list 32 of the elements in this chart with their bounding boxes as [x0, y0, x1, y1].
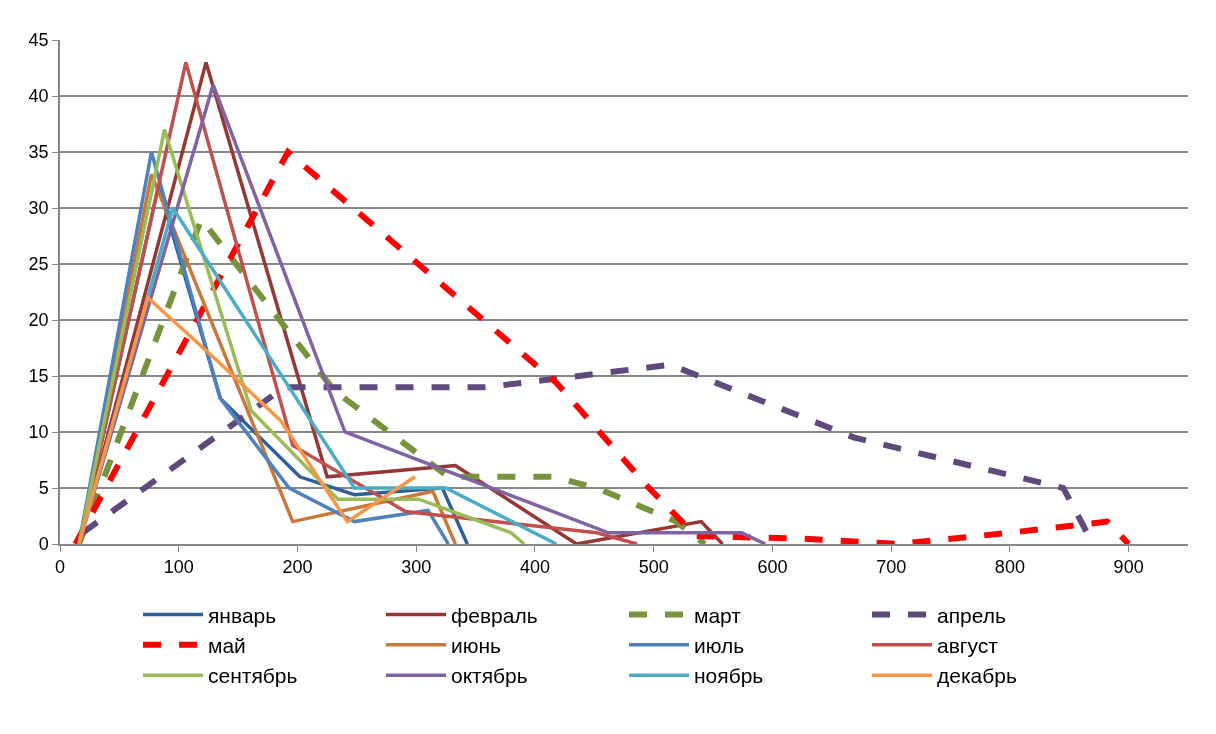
y-tick-label: 15	[28, 366, 49, 387]
x-tick-label: 900	[1113, 557, 1144, 578]
legend-label: июнь	[451, 634, 502, 658]
y-tick-label: 20	[28, 310, 49, 331]
x-tick-label: 600	[757, 557, 788, 578]
y-tick-label: 25	[28, 254, 49, 275]
x-tick-label: 0	[54, 557, 66, 578]
y-tick-label: 35	[28, 142, 49, 163]
y-tick-label: 5	[38, 478, 49, 499]
legend-label: октябрь	[451, 664, 528, 688]
legend-label: апрель	[937, 603, 1006, 627]
x-tick-label: 400	[519, 557, 550, 578]
legend-label: январь	[208, 603, 277, 627]
x-tick-label: 100	[163, 557, 194, 578]
legend-label: май	[208, 634, 246, 658]
legend-label: июль	[694, 634, 745, 658]
legend-label: август	[937, 634, 999, 658]
x-tick-label: 300	[401, 557, 432, 578]
legend-label: декабрь	[937, 664, 1017, 688]
x-tick-label: 200	[282, 557, 313, 578]
legend-label: ноябрь	[694, 664, 764, 688]
y-tick-label: 30	[28, 198, 49, 219]
x-tick-label: 700	[876, 557, 907, 578]
y-tick-label: 40	[28, 86, 49, 107]
legend-label: март	[694, 603, 742, 627]
legend-label: февраль	[451, 603, 538, 627]
y-tick-label: 0	[38, 534, 49, 555]
legend-label: сентябрь	[208, 664, 298, 688]
y-tick-label: 10	[28, 422, 49, 443]
x-tick-label: 500	[638, 557, 669, 578]
y-tick-label: 45	[28, 30, 49, 51]
x-tick-label: 800	[994, 557, 1025, 578]
